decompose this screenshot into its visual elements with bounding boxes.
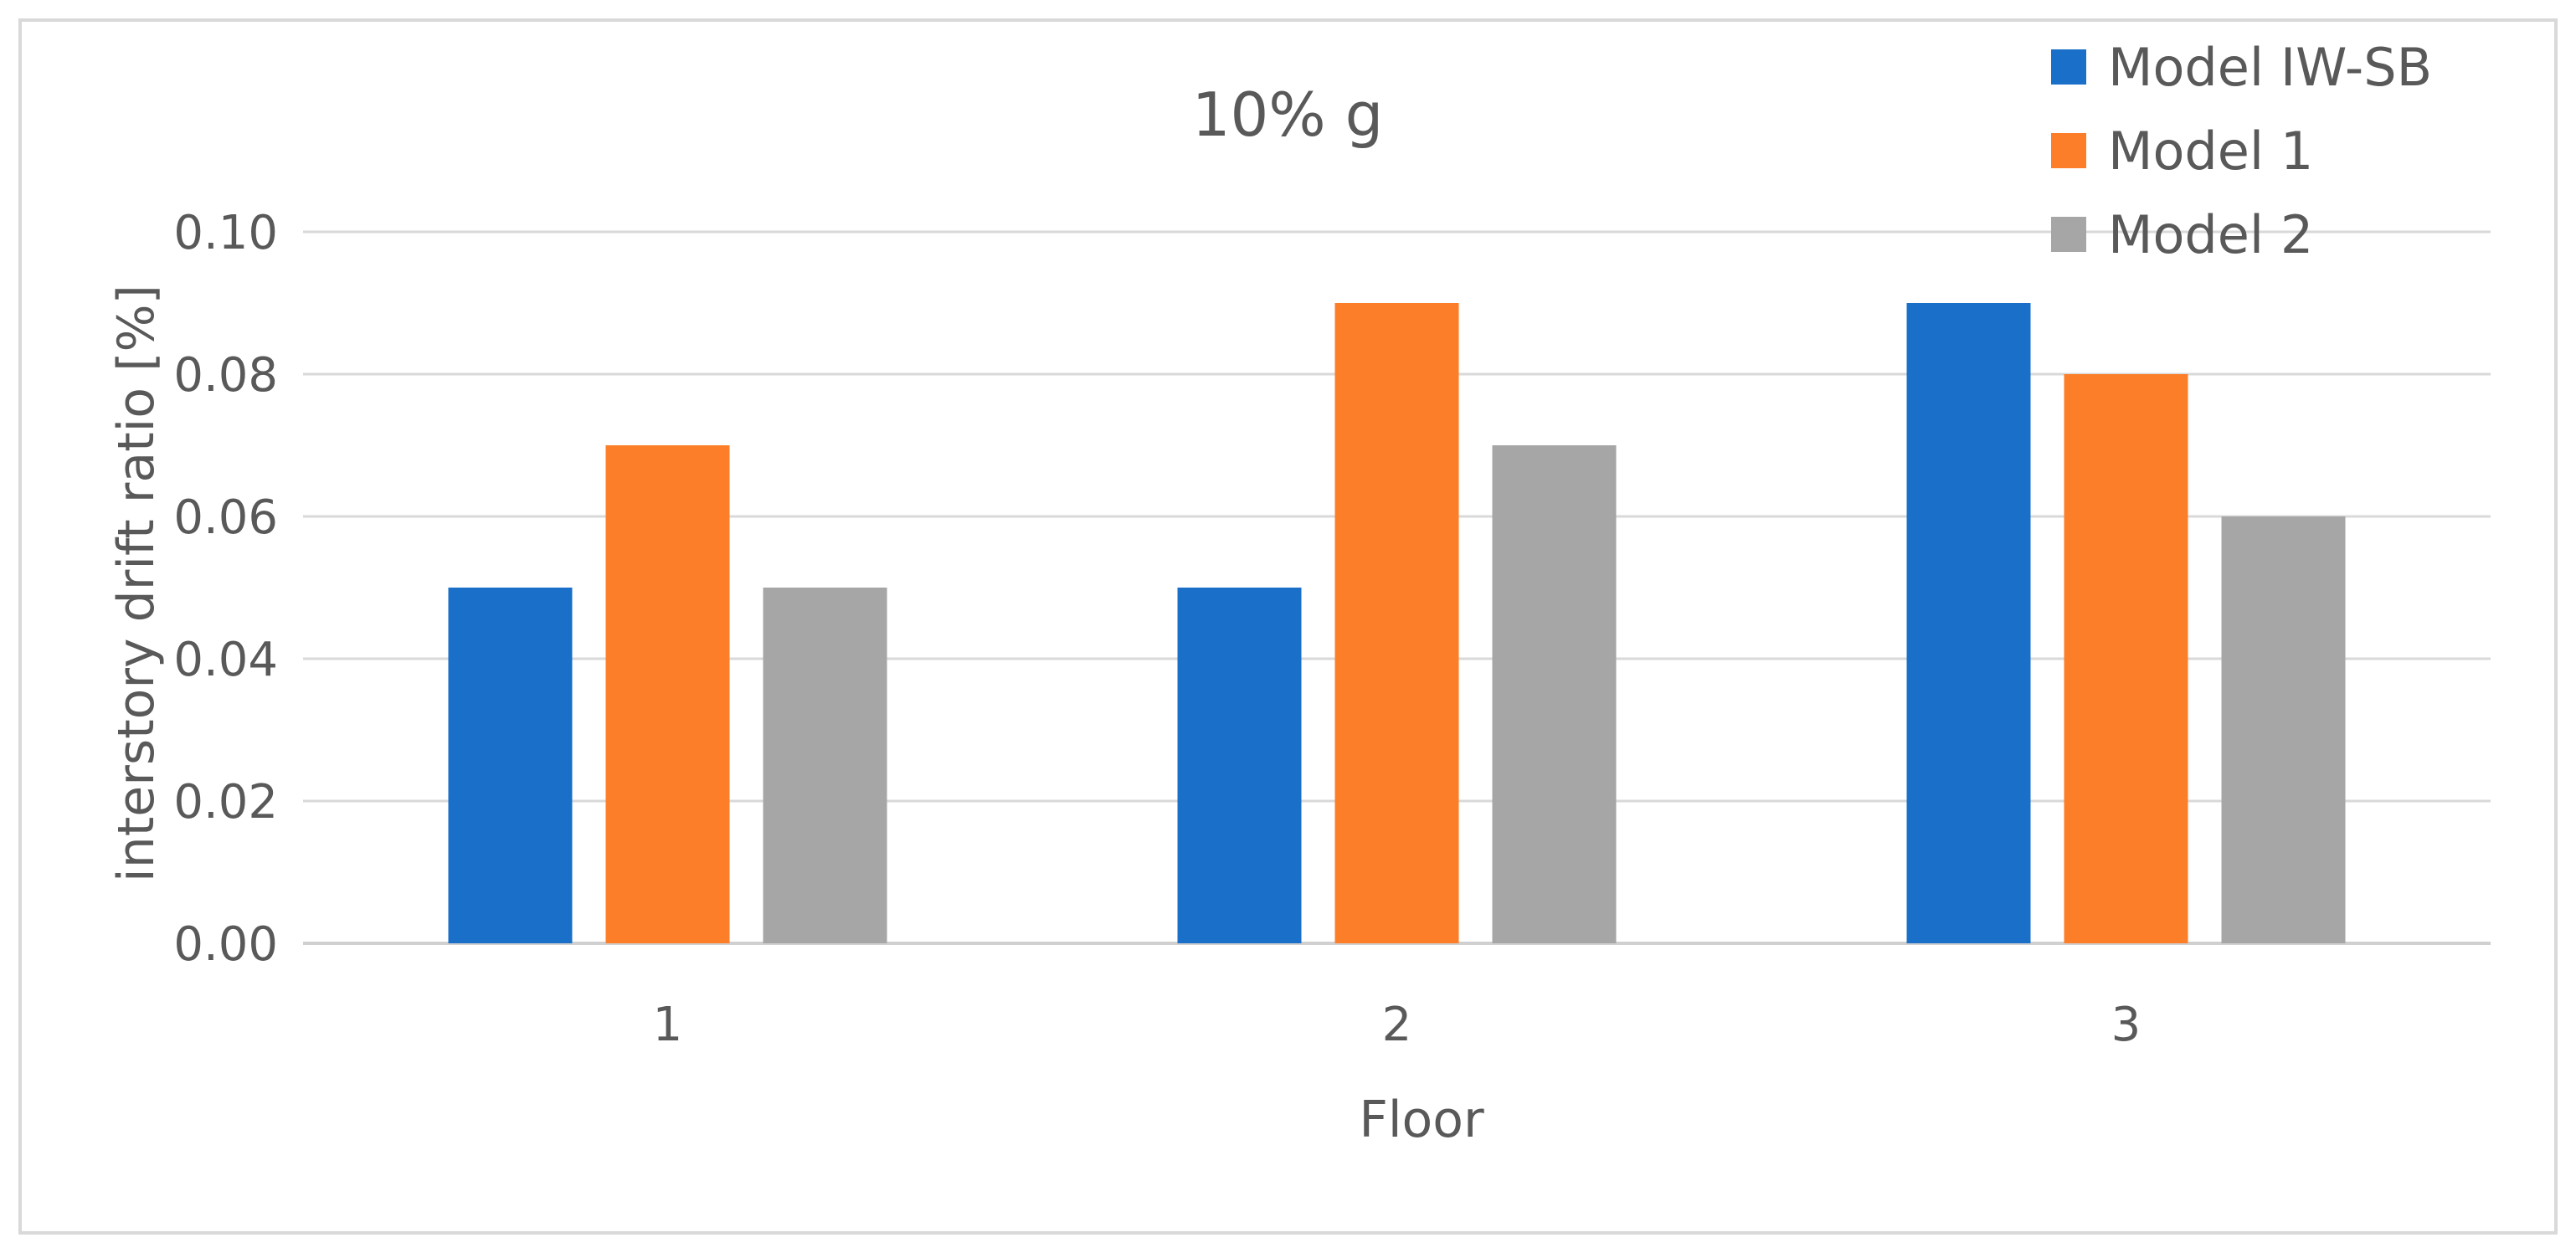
legend-label: Model 1: [2108, 121, 2313, 182]
x-tick-label: 2: [1382, 998, 1412, 1052]
bar-model-2-floor-2: [1492, 445, 1617, 943]
x-tick-label: 3: [2111, 998, 2142, 1052]
y-tick-label: 0.04: [173, 633, 278, 687]
bar-model-1-floor-3: [2064, 374, 2188, 943]
y-tick-label: 0.02: [173, 775, 278, 829]
y-tick-label: 0.00: [173, 917, 278, 972]
bar-model-iw-sb-floor-3: [1906, 303, 2031, 943]
legend-label: Model IW-SB: [2108, 37, 2432, 98]
x-tick-labels: 1 2 3: [653, 998, 2142, 1052]
y-tick-label: 0.10: [173, 206, 278, 260]
legend-label: Model 2: [2108, 204, 2313, 265]
bar-model-2-floor-1: [763, 588, 887, 943]
bar-model-iw-sb-floor-2: [1177, 588, 1302, 943]
x-tick-label: 1: [653, 998, 683, 1052]
y-tick-label: 0.08: [173, 348, 278, 403]
legend-swatch: [2051, 217, 2086, 252]
bars-layer: [448, 303, 2346, 943]
legend: Model IW-SB Model 1 Model 2: [2051, 37, 2432, 265]
y-tick-labels: 0.00 0.02 0.04 0.06 0.08 0.10: [173, 206, 278, 972]
bar-model-1-floor-1: [605, 445, 730, 943]
bar-model-1-floor-2: [1334, 303, 1459, 943]
legend-swatch: [2051, 133, 2086, 168]
bar-model-2-floor-3: [2221, 516, 2346, 943]
legend-swatch: [2051, 49, 2086, 85]
x-axis-title: Floor: [1359, 1091, 1484, 1149]
y-tick-label: 0.06: [173, 490, 278, 545]
chart-title: 10% g: [1192, 80, 1384, 150]
bar-model-iw-sb-floor-1: [448, 588, 573, 943]
y-axis-title: interstory drift ratio [%]: [107, 285, 166, 882]
